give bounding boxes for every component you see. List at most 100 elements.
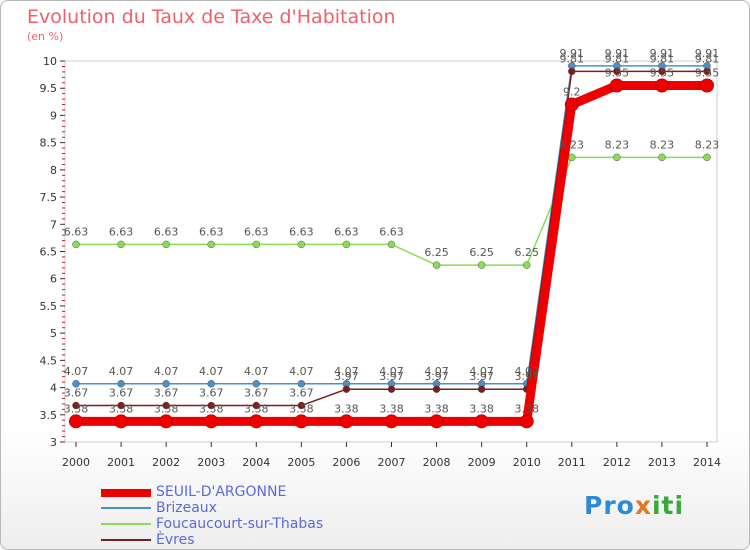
data-point	[703, 153, 711, 162]
legend-swatch-seuil	[101, 489, 151, 497]
data-point	[117, 401, 125, 410]
data-point	[297, 380, 306, 388]
data-label: 3.67	[199, 387, 224, 400]
data-label: 3.38	[379, 402, 404, 415]
data-point	[162, 380, 170, 388]
data-label: 3.67	[289, 387, 314, 400]
y-tick-label: 7.5	[40, 191, 58, 204]
data-label: 4.07	[109, 365, 134, 378]
data-point	[252, 240, 261, 249]
data-label: 3.97	[514, 370, 539, 383]
chart-title: Evolution du Taux de Taxe d'Habitation	[27, 6, 396, 28]
data-label: 9.55	[695, 66, 720, 79]
data-label: 4.07	[244, 365, 269, 378]
x-tick-label: 2000	[62, 456, 90, 469]
data-point	[162, 401, 170, 410]
data-point	[162, 240, 170, 249]
y-tick-label: 6.5	[40, 246, 58, 259]
data-label: 6.63	[379, 225, 404, 238]
data-point	[159, 414, 174, 429]
data-label: 3.38	[199, 402, 224, 415]
data-label: 3.67	[244, 387, 269, 400]
y-tick-label: 5	[50, 327, 57, 340]
y-tick-label: 4.5	[40, 354, 58, 367]
x-tick-label: 2007	[378, 456, 406, 469]
data-point	[252, 401, 261, 410]
data-label: 9.91	[605, 47, 630, 60]
data-point	[342, 385, 351, 393]
data-label: 6.63	[334, 225, 359, 238]
data-point	[72, 380, 80, 388]
data-label: 4.07	[289, 365, 314, 378]
x-tick-label: 2013	[648, 456, 676, 469]
data-label: 4.07	[514, 365, 539, 378]
data-point	[613, 153, 621, 162]
data-point	[252, 380, 261, 388]
x-tick-label: 2011	[558, 456, 586, 469]
data-label: 3.38	[469, 402, 494, 415]
proxiti-logo: Proxiti	[584, 491, 685, 520]
data-label: 9.81	[695, 52, 720, 65]
data-label: 6.63	[199, 225, 224, 238]
y-tick-label: 10	[43, 55, 57, 68]
data-label: 3.97	[334, 370, 359, 383]
x-tick-label: 2014	[693, 456, 721, 469]
data-point	[117, 240, 125, 249]
data-label: 3.67	[109, 387, 134, 400]
data-point	[72, 240, 80, 249]
data-label: 6.25	[424, 246, 449, 259]
data-label: 6.63	[64, 225, 89, 238]
data-label: 9.81	[650, 52, 675, 65]
data-label: 8.23	[560, 138, 585, 151]
legend-label-foucaucourt: Foucaucourt-sur-Thabas	[156, 516, 324, 532]
x-tick-label: 2005	[287, 456, 315, 469]
data-point	[477, 385, 486, 393]
y-tick-label: 9	[50, 109, 57, 122]
data-point	[609, 78, 624, 93]
data-point	[654, 78, 669, 93]
y-tick-label: 5.5	[40, 300, 58, 313]
data-point	[249, 414, 264, 429]
data-label: 3.38	[154, 402, 179, 415]
data-label: 4.07	[469, 365, 494, 378]
y-tick-label: 4	[50, 382, 57, 395]
y-tick-label: 8	[50, 164, 57, 177]
x-tick-label: 2004	[242, 456, 270, 469]
x-tick-label: 2008	[423, 456, 451, 469]
data-label: 9.91	[695, 47, 720, 60]
legend-swatch-foucaucourt	[101, 523, 151, 525]
data-label: 6.63	[154, 225, 179, 238]
y-axis-unit-label: (en %)	[27, 30, 64, 43]
data-point	[387, 240, 396, 249]
data-point	[432, 261, 441, 269]
data-label: 4.07	[154, 365, 179, 378]
legend-label-seuil: SEUIL-D'ARGONNE	[156, 484, 287, 500]
data-label: 3.38	[424, 402, 449, 415]
data-point	[432, 385, 441, 393]
data-point	[568, 67, 576, 76]
y-tick-label: 8.5	[40, 137, 58, 150]
data-label: 3.38	[244, 402, 269, 415]
data-label: 3.38	[289, 402, 314, 415]
data-point	[658, 153, 666, 162]
x-tick-label: 2002	[152, 456, 180, 469]
data-label: 3.97	[469, 370, 494, 383]
data-label: 9.55	[605, 66, 630, 79]
data-label: 4.07	[334, 365, 359, 378]
data-label: 9.55	[650, 66, 675, 79]
data-point	[297, 240, 306, 249]
data-label: 3.97	[424, 370, 449, 383]
data-point	[207, 401, 215, 410]
data-point	[207, 380, 215, 388]
data-label: 8.23	[605, 138, 630, 151]
data-label: 6.63	[244, 225, 269, 238]
data-label: 6.25	[469, 246, 494, 259]
data-label: 3.38	[109, 402, 134, 415]
y-tick-label: 9.5	[40, 82, 58, 95]
data-point	[384, 414, 399, 429]
data-point	[204, 414, 219, 429]
data-point	[613, 67, 621, 76]
x-tick-label: 2009	[468, 456, 496, 469]
